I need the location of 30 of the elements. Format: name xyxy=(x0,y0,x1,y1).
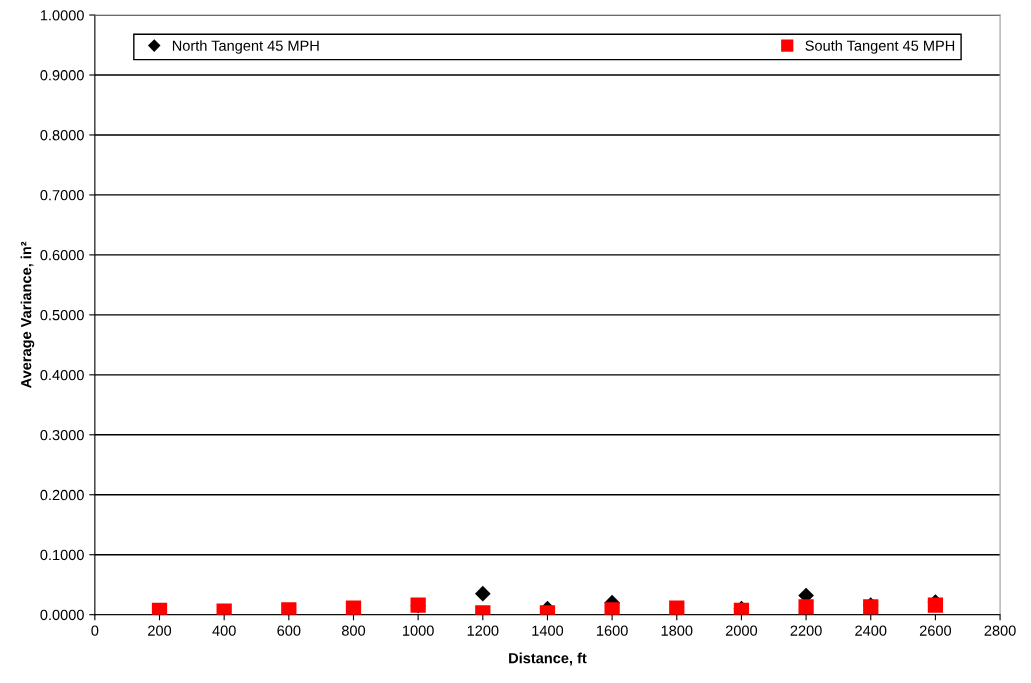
x-tick-label: 200 xyxy=(148,625,172,636)
x-tick-label: 1600 xyxy=(597,625,628,636)
x-tick-label: 400 xyxy=(212,625,236,636)
x-tick-label: 2000 xyxy=(725,625,758,636)
x-tick-label: 2800 xyxy=(984,625,1016,636)
y-tick-label: 0.7000 xyxy=(40,190,84,201)
y-tick-label: 0.6000 xyxy=(40,250,84,261)
x-tick-label: 800 xyxy=(341,625,366,636)
x-tick-label: 1800 xyxy=(661,625,693,636)
y-tick-label: 0.4000 xyxy=(40,369,84,381)
x-tick-label: 2200 xyxy=(790,625,822,636)
x-tick-label: 0 xyxy=(91,625,99,636)
legend-label: South Tangent 45 MPH xyxy=(805,40,955,54)
y-tick-label: 0.5000 xyxy=(40,309,84,321)
x-tick-label: 2400 xyxy=(855,625,887,636)
y-tick-label: 0.2000 xyxy=(40,489,84,501)
x-tick-label: 600 xyxy=(277,625,301,636)
legend-label: North Tangent 45 MPH xyxy=(172,40,319,54)
x-tick-label: 1200 xyxy=(467,625,499,636)
x-tick-label: 1000 xyxy=(403,625,434,636)
y-tick-label: 0.0000 xyxy=(40,609,84,621)
y-tick-label: 0.8000 xyxy=(40,130,84,141)
y-tick-label: 0.9000 xyxy=(40,70,84,81)
x-tick-label: 2600 xyxy=(919,625,952,636)
y-tick-label: 0.3000 xyxy=(40,429,84,441)
x-axis-title: Distance, ft xyxy=(509,652,587,666)
x-tick-label: 1400 xyxy=(532,625,564,636)
y-axis-title: Average Variance, in² xyxy=(20,241,35,388)
y-tick-label: 0.1000 xyxy=(40,549,84,561)
y-tick-label: 1.0000 xyxy=(40,10,84,21)
